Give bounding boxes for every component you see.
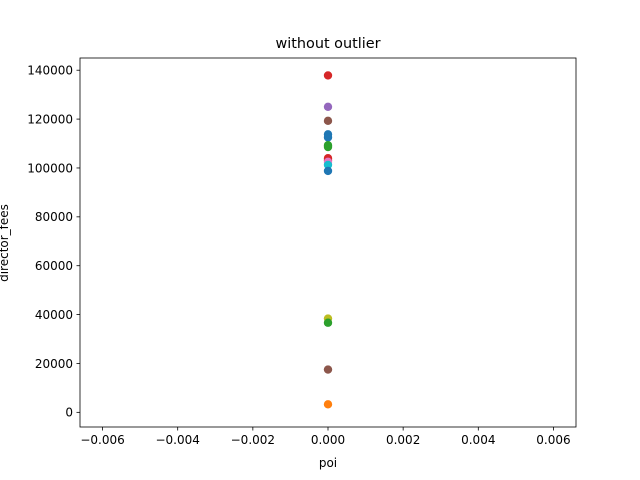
x-tick-label: −0.002 [231, 433, 275, 447]
x-tick-label: 0.004 [461, 433, 495, 447]
data-point [323, 133, 333, 142]
chart-title: without outlier [275, 36, 380, 52]
y-tick-label: 140000 [27, 64, 73, 78]
x-tick-label: 0.006 [536, 433, 570, 447]
data-point [323, 71, 333, 80]
data-point [323, 116, 333, 126]
x-tick-label: 0.002 [386, 433, 420, 447]
data-point [323, 160, 333, 170]
y-tick-label: 120000 [27, 112, 73, 126]
data-point [323, 166, 333, 176]
data-point [323, 400, 333, 409]
y-axis-label: director_fees [0, 204, 11, 282]
x-tick-label: −0.004 [155, 433, 199, 447]
x-axis-label: poi [319, 456, 337, 470]
data-point [323, 142, 333, 152]
y-tick-label: 20000 [35, 357, 73, 371]
x-tick-label: −0.006 [80, 433, 124, 447]
data-point [323, 102, 333, 111]
plot-area: −0.006 −0.004 −0.002 0.000 0.002 0.004 0.006 0 2… [27, 57, 577, 447]
y-tick-label: 40000 [35, 308, 73, 322]
data-point [323, 318, 333, 327]
y-tick-label: 80000 [35, 210, 73, 224]
data-point [323, 365, 333, 374]
y-tick-label: 60000 [35, 259, 73, 273]
y-tick-label: 100000 [27, 161, 73, 175]
y-tick-label: 0 [65, 406, 73, 420]
x-tick-label: 0.000 [311, 433, 345, 447]
